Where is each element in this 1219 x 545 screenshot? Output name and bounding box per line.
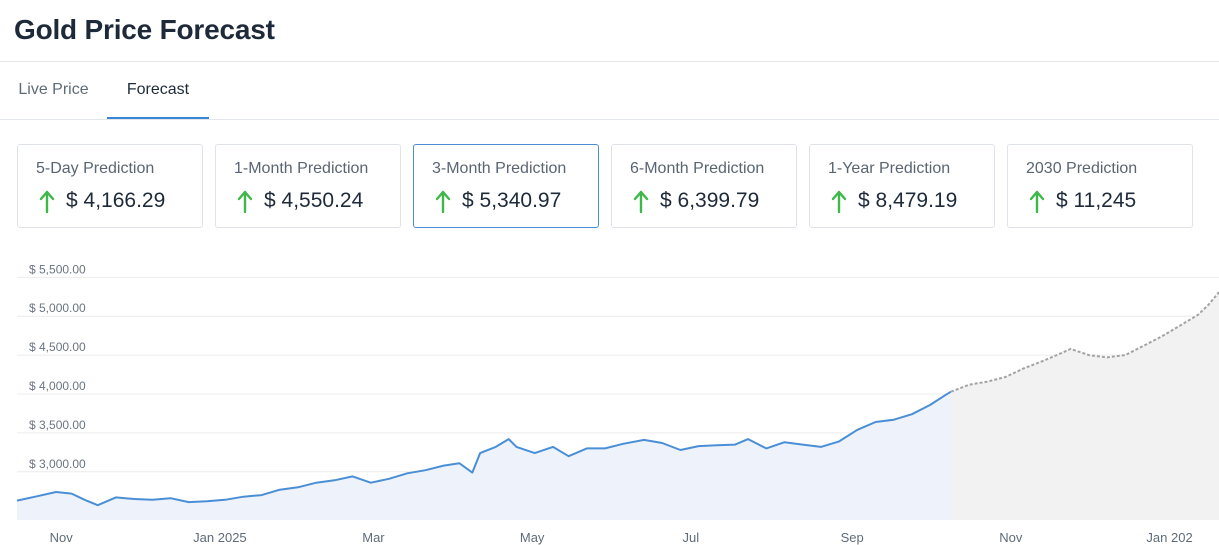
arrow-up-icon xyxy=(237,190,253,214)
historical-area xyxy=(17,391,951,520)
prediction-label: 6-Month Prediction xyxy=(630,160,765,177)
x-tick-label: Nov xyxy=(999,530,1023,545)
prediction-card-6-month[interactable]: 6-Month Prediction $ 6,399.79 xyxy=(611,144,797,228)
arrow-up-icon xyxy=(39,190,55,214)
forecast-line xyxy=(950,291,1219,393)
gold-price-chart[interactable]: $ 2,500.00$ 3,000.00$ 3,500.00$ 4,000.00… xyxy=(0,250,1219,545)
prediction-label: 1-Month Prediction xyxy=(234,160,369,177)
tab-forecast[interactable]: Forecast xyxy=(107,62,209,119)
arrow-up-icon xyxy=(1029,190,1045,214)
forecast-area xyxy=(951,292,1219,520)
prediction-label: 3-Month Prediction xyxy=(432,160,567,177)
prediction-label: 5-Day Prediction xyxy=(36,160,155,177)
prediction-value: $ 4,166.29 xyxy=(66,189,166,212)
x-tick-label: May xyxy=(520,530,545,545)
y-tick-label: $ 4,500.00 xyxy=(29,340,86,354)
y-tick-label: $ 5,000.00 xyxy=(29,301,86,315)
prediction-value: $ 6,399.79 xyxy=(660,189,760,212)
prediction-card-5-day[interactable]: 5-Day Prediction $ 4,166.29 xyxy=(17,144,203,228)
prediction-card-1-year[interactable]: 1-Year Prediction $ 8,479.19 xyxy=(809,144,995,228)
arrow-up-icon xyxy=(435,190,451,214)
prediction-card-3-month[interactable]: 3-Month Prediction $ 5,340.97 xyxy=(413,144,599,228)
prediction-cards: 5-Day Prediction $ 4,166.29 1-Month Pred… xyxy=(17,144,1197,228)
x-tick-label: Nov xyxy=(50,530,74,545)
tabs-divider xyxy=(0,119,1219,120)
header-divider xyxy=(0,61,1219,62)
tab-bar: Live Price Forecast xyxy=(0,62,1219,119)
x-tick-label: Jan 2025 xyxy=(193,530,247,545)
prediction-value: $ 4,550.24 xyxy=(264,189,364,212)
arrow-up-icon xyxy=(831,190,847,214)
y-tick-label: $ 3,000.00 xyxy=(29,457,86,471)
prediction-value: $ 8,479.19 xyxy=(858,189,958,212)
x-tick-label: Jan 202 xyxy=(1146,530,1192,545)
tab-live-price[interactable]: Live Price xyxy=(18,81,89,98)
prediction-label: 1-Year Prediction xyxy=(828,160,951,177)
y-tick-label: $ 3,500.00 xyxy=(29,418,86,432)
prediction-card-2030[interactable]: 2030 Prediction $ 11,245 xyxy=(1007,144,1193,228)
x-tick-label: Sep xyxy=(841,530,864,545)
prediction-value: $ 11,245 xyxy=(1056,189,1137,212)
x-tick-label: Jul xyxy=(683,530,700,545)
arrow-up-icon xyxy=(633,190,649,214)
historical-line xyxy=(16,390,952,507)
prediction-value: $ 5,340.97 xyxy=(462,189,562,212)
page-title: Gold Price Forecast xyxy=(14,14,275,45)
x-tick-label: Mar xyxy=(362,530,385,545)
prediction-card-1-month[interactable]: 1-Month Prediction $ 4,550.24 xyxy=(215,144,401,228)
prediction-label: 2030 Prediction xyxy=(1026,160,1138,177)
y-tick-label: $ 4,000.00 xyxy=(29,379,86,393)
y-tick-label: $ 5,500.00 xyxy=(29,262,86,276)
